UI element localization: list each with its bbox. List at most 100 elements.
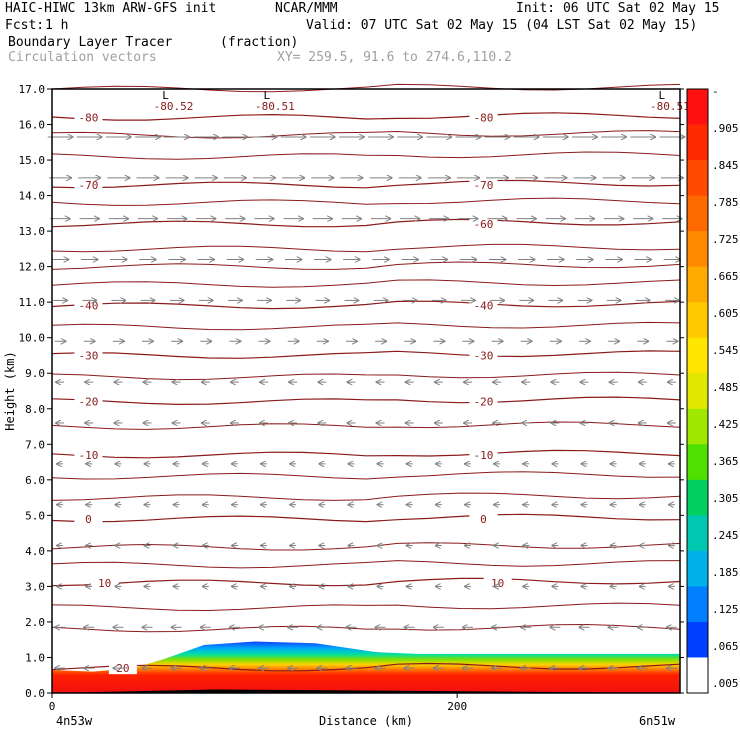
y-tick-label: 15.0: [19, 154, 46, 167]
contour-line: [51, 421, 681, 430]
xy-range: XY= 259.5, 91.6 to 274.6,110.2: [277, 50, 512, 65]
temperature-contour: [51, 218, 681, 228]
colorbar-swatch: [687, 89, 708, 126]
contour-line: [51, 321, 681, 331]
contour-label: -20: [79, 396, 99, 409]
y-tick-label: 6.0: [25, 474, 45, 487]
colorbar-label: .785: [712, 196, 739, 209]
colorbar-label: .665: [712, 270, 739, 283]
temperature-contour: [51, 662, 681, 672]
colorbar-swatch: [687, 231, 708, 268]
colorbar-swatch: [687, 515, 708, 552]
field-units: (fraction): [220, 35, 299, 50]
right-endpoint-label: 6n51w: [639, 714, 676, 728]
colorbar-swatch: [687, 621, 708, 658]
contour-label: -10: [79, 449, 99, 462]
y-tick-label: 10.0: [19, 332, 46, 345]
contour-line: [51, 279, 681, 288]
model-title: HAIC-HIWC 13km ARW-GFS init: [5, 1, 217, 16]
contour-label: -30: [474, 349, 494, 362]
contour-label: -20: [474, 396, 494, 409]
contour-line: [51, 602, 681, 612]
contour-line: [51, 243, 681, 253]
colorbar-label: .185: [712, 566, 739, 579]
x-axis-label: Distance (km): [319, 714, 413, 728]
y-tick-label: 5.0: [25, 509, 45, 522]
org-label: NCAR/MMM: [275, 1, 338, 16]
terrain: [52, 689, 680, 693]
contour-line: [51, 560, 681, 569]
y-tick-label: 9.0: [25, 367, 45, 380]
colorbar-swatch: [687, 124, 708, 161]
temperature-contour: [51, 396, 681, 406]
x-tick-label: 0: [49, 700, 56, 713]
colorbar-label: .605: [712, 307, 739, 320]
contour-label: -80: [474, 111, 494, 124]
colorbar-label: .845: [712, 159, 739, 172]
contour-label-bg: [469, 511, 498, 525]
contour-label-bg: [74, 110, 103, 124]
contour-line: [51, 623, 681, 633]
contour-label-bg: [74, 511, 103, 525]
contour-label: -70: [79, 179, 99, 192]
colorbar-frame: [686, 88, 709, 694]
contour-line: [51, 151, 681, 160]
contour-label: -70: [474, 179, 494, 192]
contour-label-bg: [74, 394, 103, 408]
contour-label-bg: [469, 110, 498, 124]
colorbar-swatch: [687, 550, 708, 587]
contour-label: 0: [85, 513, 92, 526]
contour-label-bg: [469, 177, 498, 191]
pressure-low-mark: L: [264, 89, 271, 102]
colorbar-swatch: [687, 479, 708, 516]
y-tick-label: 14.0: [19, 190, 46, 203]
pressure-low-label: -80.51: [255, 100, 295, 113]
colorbar-label: .365: [712, 455, 739, 468]
contour-label-bg: [469, 394, 498, 408]
colorbar-label: .245: [712, 529, 739, 542]
contour-line: [51, 197, 681, 206]
contour-label-bg: [74, 177, 103, 191]
contour-label: -60: [474, 218, 494, 231]
vector-label: Circulation vectors: [8, 50, 157, 65]
y-tick-label: 7.0: [25, 438, 45, 451]
colorbar-swatch: [687, 373, 708, 410]
field-name: Boundary Layer Tracer: [8, 35, 173, 50]
contour-label: -80: [79, 111, 99, 124]
colorbar-swatch: [687, 337, 708, 374]
contour-line: [51, 542, 681, 551]
left-endpoint-label: 4n53w: [56, 714, 93, 728]
colorbar-label: .005: [712, 677, 739, 690]
colorbar-swatch: [687, 266, 708, 303]
temperature-contour: [51, 179, 681, 189]
contour-label-bg: [469, 447, 498, 461]
contour-label: 10: [491, 577, 504, 590]
y-tick-label: 12.0: [19, 261, 46, 274]
fcst-value: 1 h: [45, 18, 69, 33]
colorbar-label: .065: [712, 640, 739, 653]
pressure-low-label: -80.51: [650, 100, 690, 113]
valid-time: Valid: 07 UTC Sat 02 May 15 (04 LST Sat …: [306, 18, 698, 33]
colorbar-swatch: [687, 195, 708, 232]
fcst-label: Fcst:: [5, 18, 45, 33]
y-axis-label: Height (km): [3, 351, 17, 430]
temperature-contour: [51, 513, 681, 523]
contour-label-bg: [74, 447, 103, 461]
colorbar-label: .545: [712, 344, 739, 357]
colorbar-label: .905: [712, 122, 739, 135]
init-time: Init: 06 UTC Sat 02 May 15: [516, 1, 720, 16]
contour-label-bg: [74, 348, 103, 362]
colorbar-swatch: [687, 586, 708, 623]
contour-label: 0: [480, 513, 487, 526]
temperature-contour: [51, 350, 681, 359]
contour-line: [51, 471, 681, 480]
colorbar-label: .725: [712, 233, 739, 246]
colorbar-label: .305: [712, 492, 739, 505]
contour-label: -40: [474, 300, 494, 313]
colorbar-label: .485: [712, 381, 739, 394]
x-tick-label: 200: [447, 700, 467, 713]
contour-line: [51, 261, 681, 270]
y-tick-label: 1.0: [25, 651, 45, 664]
colorbar-label: -: [712, 85, 719, 98]
